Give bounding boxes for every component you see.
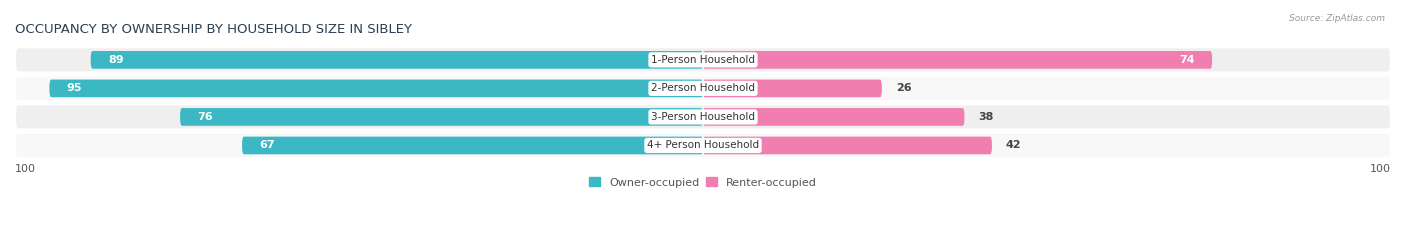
FancyBboxPatch shape [703, 51, 1212, 69]
Legend: Owner-occupied, Renter-occupied: Owner-occupied, Renter-occupied [589, 177, 817, 188]
Text: 26: 26 [896, 83, 911, 93]
FancyBboxPatch shape [703, 108, 965, 126]
Text: 100: 100 [15, 164, 37, 174]
FancyBboxPatch shape [242, 137, 703, 154]
Text: Source: ZipAtlas.com: Source: ZipAtlas.com [1289, 14, 1385, 23]
Text: 42: 42 [1005, 140, 1021, 151]
FancyBboxPatch shape [15, 104, 1391, 130]
FancyBboxPatch shape [703, 79, 882, 97]
Text: 76: 76 [197, 112, 212, 122]
Text: 67: 67 [259, 140, 274, 151]
Text: 2-Person Household: 2-Person Household [651, 83, 755, 93]
Text: 95: 95 [66, 83, 82, 93]
FancyBboxPatch shape [15, 133, 1391, 158]
FancyBboxPatch shape [90, 51, 703, 69]
Text: 4+ Person Household: 4+ Person Household [647, 140, 759, 151]
FancyBboxPatch shape [703, 137, 993, 154]
FancyBboxPatch shape [15, 47, 1391, 72]
Text: 1-Person Household: 1-Person Household [651, 55, 755, 65]
FancyBboxPatch shape [49, 79, 703, 97]
Text: 74: 74 [1180, 55, 1195, 65]
Text: 89: 89 [108, 55, 124, 65]
Text: 38: 38 [979, 112, 994, 122]
FancyBboxPatch shape [15, 76, 1391, 101]
Text: 100: 100 [1369, 164, 1391, 174]
FancyBboxPatch shape [180, 108, 703, 126]
Text: OCCUPANCY BY OWNERSHIP BY HOUSEHOLD SIZE IN SIBLEY: OCCUPANCY BY OWNERSHIP BY HOUSEHOLD SIZE… [15, 24, 412, 36]
Text: 3-Person Household: 3-Person Household [651, 112, 755, 122]
